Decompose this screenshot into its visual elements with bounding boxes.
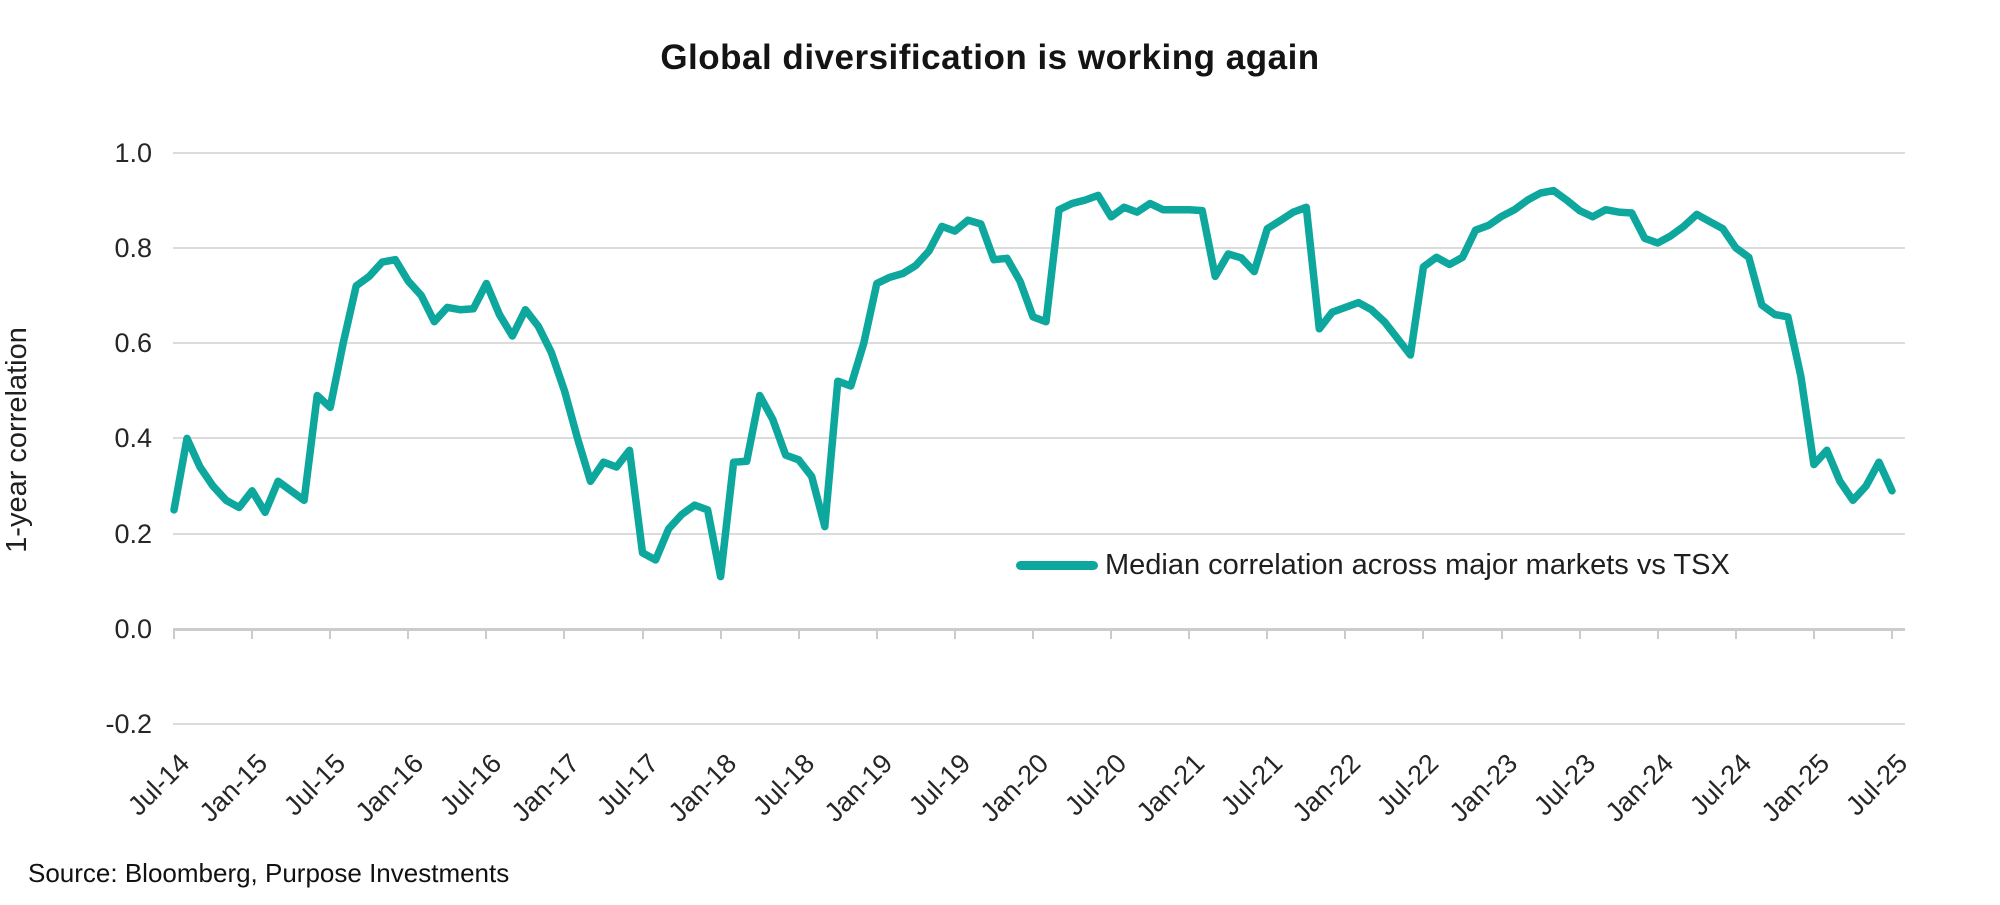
x-axis-tick	[1890, 629, 1893, 639]
x-axis-tick	[641, 629, 644, 639]
gridline	[173, 151, 1905, 154]
y-tick-label: 0.6	[114, 328, 152, 359]
gridline	[173, 342, 1905, 345]
x-axis-tick	[1344, 629, 1347, 639]
y-tick-label: 0.8	[114, 232, 152, 263]
x-axis-tick	[1656, 629, 1659, 639]
x-axis-tick	[797, 629, 800, 639]
source-note: Source: Bloomberg, Purpose Investments	[28, 858, 510, 888]
x-axis-tick	[719, 629, 722, 639]
x-axis-tick	[329, 629, 332, 639]
gridline	[173, 437, 1905, 440]
gridline	[173, 723, 1905, 726]
x-axis-tick	[1578, 629, 1581, 639]
x-axis-line	[173, 628, 1905, 631]
x-axis-tick	[173, 629, 175, 639]
legend-line-swatch	[1016, 561, 1098, 570]
legend-label: Median correlation across major markets …	[1105, 549, 1730, 581]
x-axis-tick	[875, 629, 878, 639]
gridline	[173, 532, 1905, 535]
y-tick-label: 0.4	[114, 423, 152, 454]
y-tick-label: 0.2	[114, 518, 152, 549]
y-tick-label: 0.0	[114, 614, 152, 644]
y-tick-label: 1.0	[114, 137, 152, 168]
gridline	[173, 246, 1905, 249]
x-axis-tick	[1422, 629, 1425, 639]
x-axis-tick	[485, 629, 488, 639]
x-axis-tick	[1110, 629, 1113, 639]
x-axis-tick	[251, 629, 254, 639]
y-tick-label: -0.2	[105, 709, 152, 740]
x-axis-tick	[1812, 629, 1815, 639]
x-axis-tick	[1266, 629, 1269, 639]
x-axis-tick	[1734, 629, 1737, 639]
x-axis-tick	[1188, 629, 1191, 639]
x-axis-tick	[953, 629, 956, 639]
legend: Median correlation across major markets …	[1016, 549, 1730, 582]
x-axis-tick	[407, 629, 410, 639]
x-axis-tick	[1031, 629, 1034, 639]
x-axis-tick	[1500, 629, 1503, 639]
chart-title: Global diversification is working again	[660, 38, 1320, 77]
x-axis-tick	[563, 629, 566, 639]
